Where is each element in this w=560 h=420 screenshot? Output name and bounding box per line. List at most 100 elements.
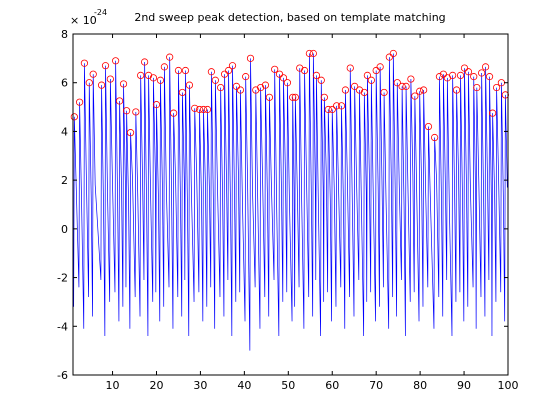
peak-marker — [166, 53, 174, 61]
peak-marker — [402, 82, 410, 90]
peak-marker — [460, 64, 469, 72]
y-tick-label: 8 — [61, 28, 68, 41]
peak-marker — [363, 71, 371, 80]
peak-marker — [195, 105, 204, 114]
plot-area — [73, 34, 508, 375]
peak-marker — [152, 101, 161, 109]
y-tick-label: 6 — [61, 77, 68, 90]
y-tick-label: -4 — [57, 320, 68, 333]
peak-marker — [70, 113, 78, 121]
peak-marker — [360, 88, 368, 97]
x-tick-label: 70 — [369, 379, 383, 392]
peak-marker — [320, 93, 328, 101]
peak-marker — [170, 109, 178, 117]
peak-marker — [232, 82, 241, 90]
peak-marker — [464, 68, 473, 76]
peak-marker — [309, 49, 317, 58]
peak-marker — [312, 71, 321, 80]
peak-marker — [228, 62, 237, 70]
peak-marker — [317, 76, 325, 84]
y-multiplier: × 10 — [70, 14, 97, 27]
peak-marker — [123, 107, 131, 115]
peak-marker — [252, 86, 260, 94]
peak-marker — [257, 83, 265, 92]
peak-marker — [199, 105, 208, 114]
peak-marker — [456, 71, 465, 80]
peak-marker — [351, 82, 359, 90]
peak-marker — [207, 68, 216, 76]
peak-marker — [435, 73, 444, 81]
peak-marker — [372, 66, 380, 75]
peak-marker — [144, 71, 153, 80]
peak-marker — [439, 70, 448, 78]
peak-marker — [265, 93, 274, 101]
peak-marker — [141, 58, 149, 66]
peak-marker — [101, 62, 110, 70]
peak-marker — [174, 66, 183, 75]
peak-marker — [160, 63, 168, 71]
peak-marker — [385, 53, 393, 61]
peak-marker — [431, 133, 439, 142]
peak-marker — [300, 66, 309, 75]
peak-marker — [119, 80, 128, 88]
peak-marker — [246, 54, 255, 62]
x-tick-label: 80 — [413, 379, 427, 392]
peak-marker — [333, 102, 341, 110]
peak-marker — [346, 64, 354, 72]
peak-marker — [420, 86, 428, 94]
peak-marker — [289, 93, 297, 101]
peak-marker — [80, 59, 89, 67]
x-tick-label: 90 — [457, 379, 471, 392]
peak-marker — [178, 88, 187, 97]
peak-marker — [328, 105, 336, 114]
peak-marker — [291, 93, 299, 101]
peak-marker — [407, 75, 415, 83]
x-tick-label: 100 — [498, 379, 519, 392]
peak-marker — [149, 74, 158, 82]
peak-marker — [355, 86, 364, 94]
peak-marker — [489, 109, 497, 117]
peak-marker — [89, 70, 97, 78]
peak-marker — [424, 122, 433, 131]
peak-marker — [203, 105, 212, 114]
peak-marker — [236, 86, 245, 94]
peak-marker — [478, 69, 486, 77]
peak-marker — [367, 76, 375, 84]
peak-marker — [283, 79, 292, 87]
peak-marker — [132, 108, 140, 116]
peak-marker — [242, 73, 250, 81]
peak-marker — [191, 104, 199, 112]
peak-marker — [473, 83, 481, 92]
peak-marker — [389, 49, 397, 58]
peak-marker — [75, 98, 84, 106]
peak-marker — [275, 70, 284, 78]
peak-marker — [85, 79, 93, 87]
peak-marker — [341, 86, 350, 94]
peak-marker — [224, 66, 233, 75]
x-tick-label: 40 — [237, 379, 251, 392]
peak-marker — [261, 81, 270, 89]
peak-marker — [380, 88, 388, 97]
peak-marker — [411, 92, 419, 100]
peak-marker — [305, 49, 313, 58]
signal-line — [73, 53, 508, 351]
x-tick-label: 60 — [325, 379, 339, 392]
y-tick-label: 4 — [61, 125, 68, 138]
peak-marker — [393, 79, 401, 87]
axes-box — [72, 33, 509, 376]
peak-marker — [97, 81, 106, 89]
x-tick-label: 10 — [106, 379, 120, 392]
peak-marker — [337, 102, 346, 110]
peak-marker — [115, 97, 124, 105]
peak-marker — [271, 65, 279, 73]
peak-marker — [470, 73, 478, 81]
y-tick-label: -2 — [57, 272, 68, 285]
peak-marker — [185, 81, 194, 89]
peak-marker — [211, 76, 219, 84]
peak-marker — [398, 82, 406, 90]
peak-marker — [324, 105, 332, 114]
peak-marker — [220, 70, 229, 78]
peak-marker — [156, 76, 165, 84]
peak-marker — [416, 87, 424, 95]
